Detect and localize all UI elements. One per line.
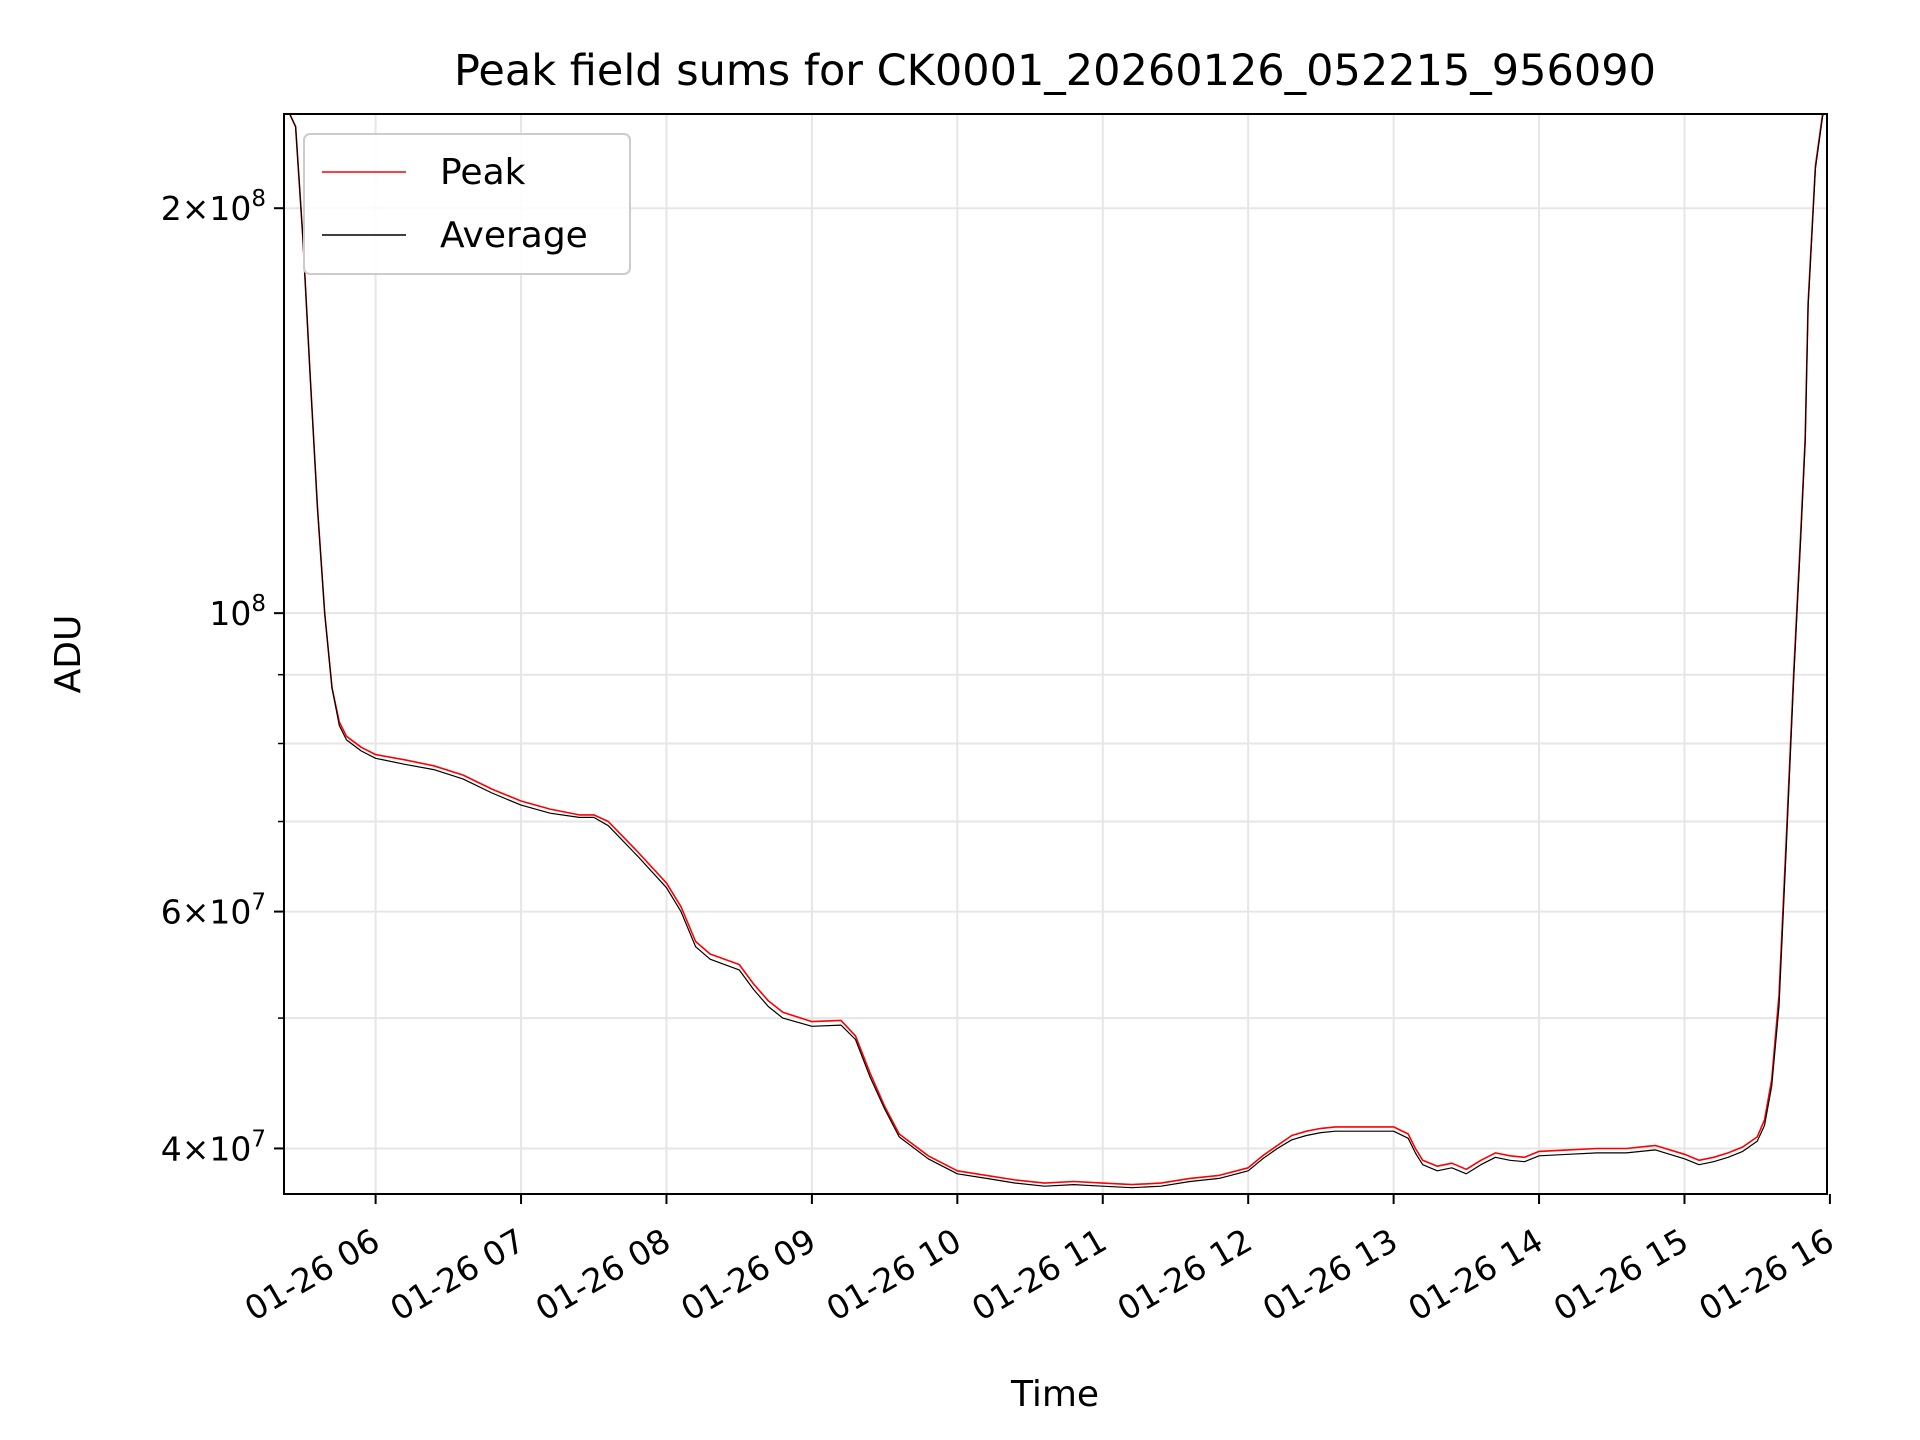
y-tick-label: 6×107 — [161, 890, 266, 932]
y-tick-label: 2×108 — [161, 186, 266, 228]
chart-title: Peak field sums for CK0001_20260126_0522… — [454, 46, 1656, 96]
x-axis-label: Time — [1010, 1374, 1099, 1415]
y-tick-label: 108 — [209, 591, 266, 633]
y-tick-label: 4×107 — [161, 1126, 266, 1168]
y-axis-label: ADU — [48, 615, 89, 694]
legend-label-average: Average — [440, 215, 588, 256]
grid-lines — [284, 114, 1827, 1194]
series-line-average — [289, 114, 1824, 1189]
series-layer — [288, 114, 1824, 1189]
series-line-peak — [288, 114, 1824, 1186]
legend-box — [303, 133, 631, 275]
plot-frame — [283, 113, 1828, 1195]
legend: Peak Average — [303, 133, 631, 275]
legend-label-peak: Peak — [440, 152, 526, 193]
